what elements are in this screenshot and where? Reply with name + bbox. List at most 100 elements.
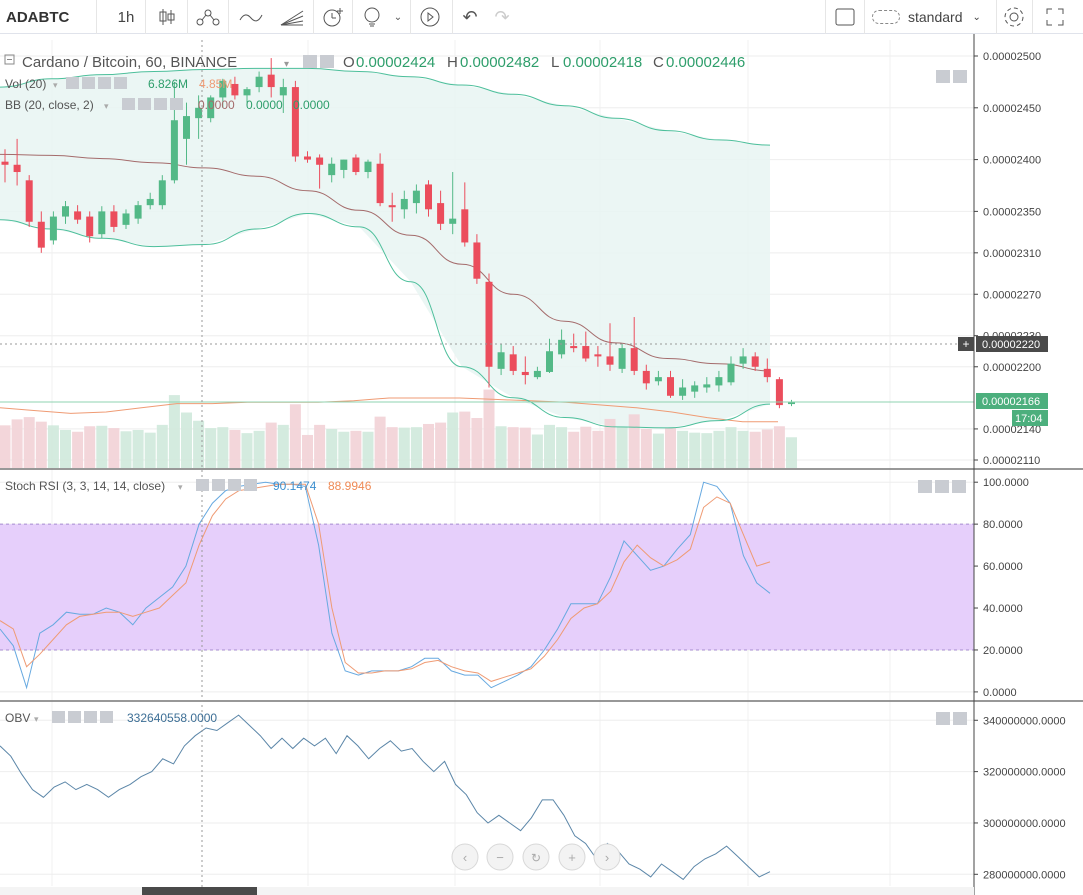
volume-bar: [761, 429, 773, 468]
candle-body: [340, 159, 348, 170]
low-value: 0.00002418: [563, 54, 642, 71]
volume-bar: [253, 430, 265, 468]
redo-icon[interactable]: ↷: [494, 6, 510, 27]
eye-icon[interactable]: [303, 55, 317, 68]
candle-body: [62, 206, 69, 217]
chart-style-dropdown[interactable]: standard ⌄: [872, 0, 992, 34]
candle-body: [183, 116, 190, 139]
volume-bar: [495, 426, 507, 468]
volume-bar: [108, 428, 120, 468]
symbol-title[interactable]: Cardano / Bitcoin, 60, BINANCE: [22, 54, 237, 71]
settings-icon[interactable]: [1001, 0, 1027, 34]
volume-bar: [302, 434, 313, 468]
candle-body: [594, 354, 602, 357]
stoch-legend-buttons[interactable]: [196, 479, 257, 491]
candle-body: [425, 184, 432, 210]
layout-icon[interactable]: [832, 0, 858, 34]
volume-bar: [289, 404, 301, 468]
volume-bar: [410, 427, 422, 468]
scroll-right-button[interactable]: ›: [593, 843, 621, 871]
price-tick-label: 0.00002350: [983, 206, 1041, 218]
chevron-down-icon[interactable]: ▾: [284, 59, 289, 70]
price-tick-label: 0.00002270: [983, 289, 1041, 301]
obv-legend-buttons[interactable]: [52, 711, 113, 723]
zoom-out-button[interactable]: −: [486, 843, 514, 871]
candle-body: [751, 356, 759, 367]
chevron-down-icon[interactable]: ▾: [104, 101, 109, 111]
volume-bar: [713, 430, 725, 468]
volume-bar: [749, 431, 761, 468]
reset-zoom-button[interactable]: ↻: [522, 843, 550, 871]
candle-body: [727, 363, 735, 383]
candle-body: [219, 80, 227, 98]
candle-body: [37, 221, 45, 248]
stoch-d-value: 88.9946: [328, 479, 372, 493]
volume-bar: [144, 432, 156, 468]
zoom-in-button[interactable]: +: [558, 843, 586, 871]
candle-body: [775, 379, 783, 406]
svg-text:›: ›: [605, 850, 609, 865]
volume-bar: [72, 431, 84, 468]
chevron-down-icon[interactable]: ▾: [34, 714, 39, 724]
settings-icon[interactable]: [320, 55, 334, 68]
time-axis[interactable]: [0, 887, 974, 895]
volume-bar: [519, 427, 531, 468]
chevron-down-icon[interactable]: ⌄: [393, 11, 403, 23]
candles-icon[interactable]: [155, 0, 179, 34]
volume-bar: [544, 424, 555, 468]
candle-body: [473, 242, 481, 279]
chart-canvas[interactable]: 0.00002500 0.00002450 0.00002400 0.00002350…: [0, 34, 1083, 895]
candle-body: [546, 351, 553, 372]
candle-body: [485, 281, 493, 367]
bb-legend-label[interactable]: BB (20, close, 2): [5, 98, 94, 112]
close-value: 0.00002446: [666, 54, 745, 71]
vol-legend-buttons[interactable]: [66, 77, 127, 89]
candle-body: [449, 218, 457, 224]
top-toolbar: ADABTC 1h ⌄ ↶ ↷ standard ⌄: [0, 0, 1083, 34]
volume-legend-label[interactable]: Vol (20): [5, 77, 46, 91]
chevron-down-icon[interactable]: ▾: [53, 80, 58, 90]
candle-body: [376, 163, 384, 204]
candle-body: [570, 346, 578, 349]
fib-icon[interactable]: [278, 0, 306, 34]
alert-icon[interactable]: [320, 0, 346, 34]
fullscreen-icon[interactable]: [1042, 0, 1068, 34]
svg-text:−: −: [496, 850, 504, 865]
pane-controls[interactable]: [918, 70, 967, 725]
collapse-icon[interactable]: [4, 54, 15, 65]
obv-legend-label[interactable]: OBV: [5, 711, 30, 725]
volume-bar: [0, 425, 11, 468]
replay-icon[interactable]: [417, 0, 443, 34]
line-tool-icon[interactable]: [237, 0, 265, 34]
undo-icon[interactable]: ↶: [462, 6, 478, 27]
bb-legend-buttons[interactable]: [122, 98, 183, 110]
volume-bar: [60, 429, 71, 468]
scroll-left-button[interactable]: ‹: [451, 843, 479, 871]
interval-button[interactable]: 1h: [117, 8, 135, 26]
volume-bar: [616, 427, 628, 468]
idea-icon[interactable]: [360, 0, 384, 34]
candle-body: [352, 157, 360, 173]
volume-bar: [229, 429, 241, 468]
volume-bar: [205, 428, 217, 468]
stoch-tick-label: 100.0000: [983, 477, 1029, 489]
symbol-button[interactable]: ADABTC: [6, 8, 70, 26]
open-value: 0.00002424: [356, 54, 435, 71]
volume-bar: [350, 430, 362, 468]
candle-body: [86, 216, 94, 237]
chevron-down-icon[interactable]: ▾: [178, 482, 183, 492]
volume-bar: [580, 426, 592, 468]
volume-bar: [217, 427, 229, 468]
volume-bar: [47, 425, 59, 468]
candle-body: [134, 205, 142, 219]
candle-body: [412, 190, 420, 204]
indicators-icon[interactable]: [194, 0, 222, 34]
stoch-tick-label: 80.0000: [983, 519, 1023, 531]
stoch-legend: Stoch RSI (3, 3, 14, 14, close) ▾ 90.147…: [5, 479, 372, 493]
volume-bar: [277, 424, 289, 468]
candle-body: [364, 161, 372, 173]
volume-bar: [326, 429, 338, 468]
high-value: 0.00002482: [460, 54, 539, 71]
stoch-rsi-legend-label[interactable]: Stoch RSI (3, 3, 14, 14, close): [5, 479, 165, 493]
volume-bar: [23, 417, 35, 468]
